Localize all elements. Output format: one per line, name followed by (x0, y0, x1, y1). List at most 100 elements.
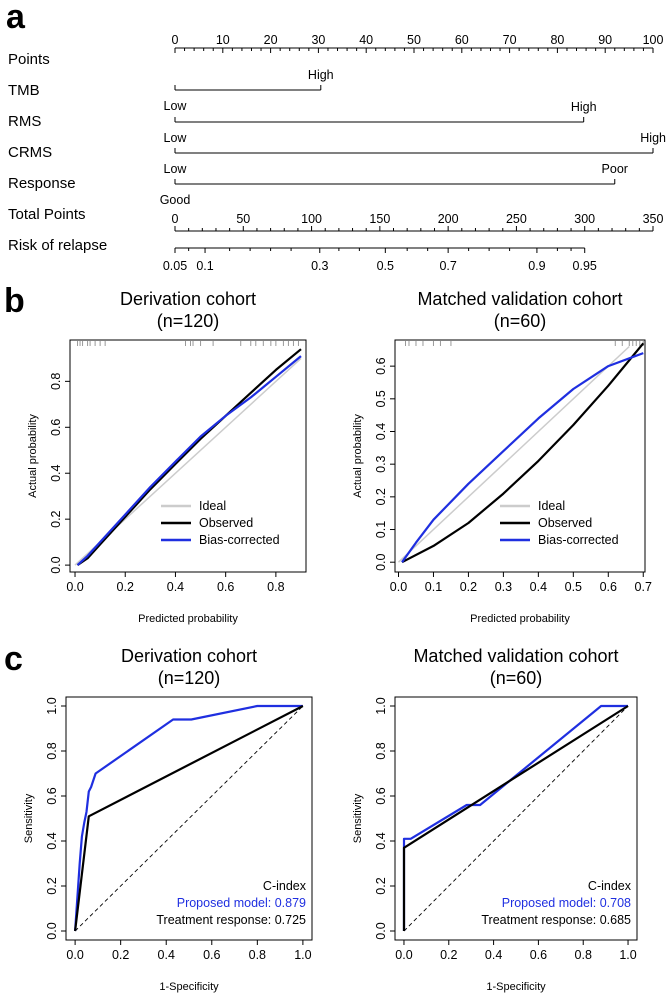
x-tick-label: 0.8 (249, 948, 266, 962)
level-label-low: Good (160, 193, 191, 207)
y-tick-label: 0.6 (49, 419, 63, 436)
tick-label: 150 (369, 212, 390, 226)
row-label: Total Points (8, 206, 86, 223)
y-tick-label: 0.5 (374, 390, 388, 407)
panel-label-a: a (6, 0, 26, 36)
x-tick-label: 0.4 (530, 580, 547, 594)
x-tick-label: 1.0 (619, 948, 636, 962)
roc-plot-derivation: Derivation cohort(n=120) 0.0 0.2 0.4 0.6 0.8 1… (23, 646, 313, 993)
row-label: TMB (8, 82, 40, 99)
x-tick-label: 0.2 (460, 580, 477, 594)
x-tick-label: 0.6 (600, 580, 617, 594)
tick-label: 0 (172, 33, 179, 47)
y-tick-label: 0.0 (374, 553, 388, 570)
row-label: Response (8, 175, 76, 192)
c-index-heading: C-index (263, 879, 307, 893)
level-label-high: High (308, 68, 334, 82)
y-axis-label: Actual probability (27, 414, 39, 498)
tick-label: 100 (643, 33, 664, 47)
x-tick-label: 0.6 (203, 948, 220, 962)
plot-subtitle: (n=60) (494, 311, 547, 331)
tick-label: 80 (550, 33, 564, 47)
level-label-high: High (640, 131, 666, 145)
x-tick-label: 0.2 (112, 948, 129, 962)
y-tick-label: 0.8 (374, 742, 388, 759)
series-line-treatment-response (402, 705, 629, 931)
series-line-bias-corrected (76, 355, 302, 566)
y-tick-label: 0.4 (374, 832, 388, 849)
y-tick-label: 0.2 (374, 488, 388, 505)
y-axis-label: Sensitivity (352, 793, 364, 843)
calibration-plot-validation: Matched validation cohort(n=60) 0.0 0.1 0.2… (352, 289, 652, 625)
c-index-line: Treatment response: 0.685 (481, 913, 631, 927)
tick-label: 90 (598, 33, 612, 47)
tick-label: 300 (574, 212, 595, 226)
series-line-reference (403, 705, 629, 932)
c-index-heading: C-index (588, 879, 632, 893)
x-tick-label: 0.3 (495, 580, 512, 594)
y-tick-label: 0.4 (45, 832, 59, 849)
risk-tick-label: 0.95 (573, 259, 597, 273)
x-tick-label: 0.2 (117, 580, 134, 594)
legend-label: Ideal (199, 499, 226, 513)
plot-frame (65, 696, 313, 941)
c-index-line: Proposed model: 0.708 (502, 896, 631, 910)
row-label: CRMS (8, 144, 52, 161)
series-line-observed (401, 342, 645, 564)
row-label: Points (8, 51, 50, 68)
x-tick-label: 0.4 (485, 948, 502, 962)
y-tick-label: 0.8 (45, 742, 59, 759)
x-axis-label: Predicted probability (138, 613, 238, 625)
x-tick-label: 0.6 (217, 580, 234, 594)
x-tick-label: 0.4 (167, 580, 184, 594)
tick-label: 40 (359, 33, 373, 47)
x-tick-label: 0.8 (575, 948, 592, 962)
x-axis-label: Predicted probability (470, 613, 570, 625)
risk-tick-label: 0.3 (311, 259, 328, 273)
panel-label-b: b (4, 282, 25, 320)
y-tick-label: 1.0 (45, 697, 59, 714)
risk-tick-label: 0.1 (196, 259, 213, 273)
plot-subtitle: (n=120) (157, 311, 220, 331)
series-line-treatment-response (74, 705, 304, 932)
level-label-high: Poor (602, 162, 628, 176)
x-axis-label: 1-Specificity (159, 981, 219, 993)
plot-title: Derivation cohort (121, 646, 257, 666)
x-tick-label: 1.0 (294, 948, 311, 962)
plot-frame (394, 696, 638, 941)
y-tick-label: 0.0 (45, 922, 59, 939)
tick-label: 250 (506, 212, 527, 226)
level-label-low: Low (164, 99, 188, 113)
level-label-low: Low (164, 131, 188, 145)
y-tick-label: 0.1 (374, 521, 388, 538)
panel-label-c: c (4, 640, 23, 678)
y-tick-label: 0.6 (45, 787, 59, 804)
legend-label: Bias-corrected (538, 533, 619, 547)
plot-title: Matched validation cohort (417, 289, 622, 309)
y-tick-label: 0.4 (374, 423, 388, 440)
x-tick-label: 0.1 (425, 580, 442, 594)
y-axis-label: Sensitivity (23, 793, 35, 843)
x-tick-label: 0.0 (395, 948, 412, 962)
x-tick-label: 0.7 (635, 580, 652, 594)
x-tick-label: 0.0 (390, 580, 407, 594)
x-tick-label: 0.2 (440, 948, 457, 962)
row-label: RMS (8, 113, 41, 130)
plot-title: Matched validation cohort (413, 646, 618, 666)
series-line-ideal (397, 345, 630, 563)
x-tick-label: 0.8 (267, 580, 284, 594)
y-axis-label: Actual probability (352, 414, 364, 498)
legend-label: Bias-corrected (199, 533, 280, 547)
y-tick-label: 0.3 (374, 455, 388, 472)
y-tick-label: 0.2 (45, 877, 59, 894)
y-tick-label: 0.6 (374, 357, 388, 374)
legend-label: Observed (199, 516, 253, 530)
x-tick-label: 0.6 (530, 948, 547, 962)
tick-label: 60 (455, 33, 469, 47)
y-tick-label: 0.2 (374, 877, 388, 894)
plot-frame (394, 339, 646, 573)
y-tick-label: 0.8 (49, 373, 63, 390)
y-tick-label: 0.0 (49, 556, 63, 573)
tick-label: 70 (503, 33, 517, 47)
level-label-high: High (571, 100, 597, 114)
